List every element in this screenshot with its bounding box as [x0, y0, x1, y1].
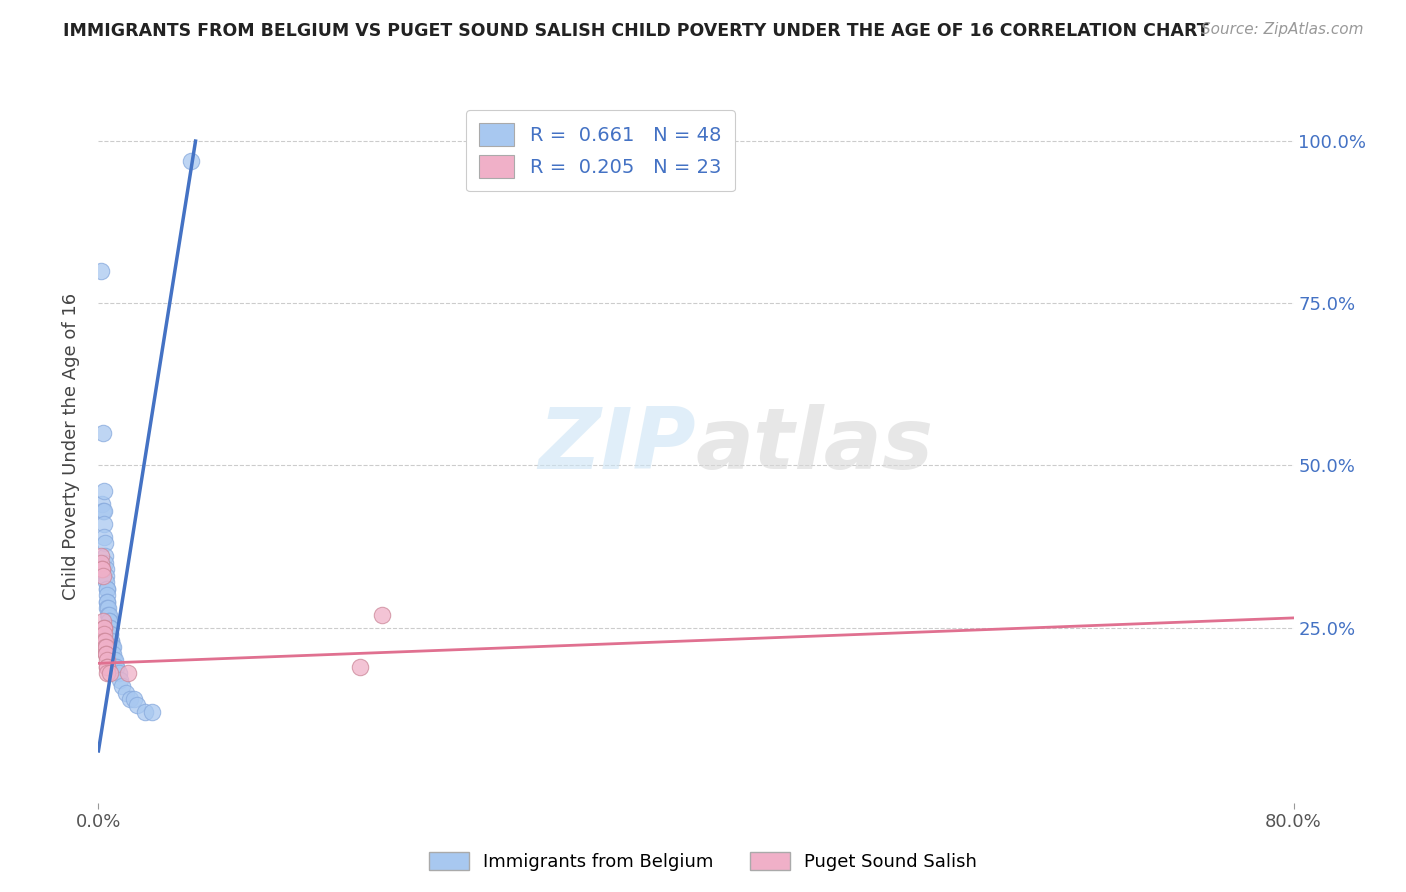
Point [93, 621, 115, 635]
Point [97, 601, 120, 615]
Point [91, 562, 114, 576]
Point [111, 679, 134, 693]
Point [94, 562, 117, 576]
Point [101, 640, 124, 654]
Point [96, 659, 118, 673]
Point [96, 601, 118, 615]
Point [94, 556, 117, 570]
Legend: Immigrants from Belgium, Puget Sound Salish: Immigrants from Belgium, Puget Sound Sal… [422, 845, 984, 879]
Point [90, 264, 112, 278]
Point [98, 627, 121, 641]
Point [141, 705, 163, 719]
Point [96, 666, 118, 681]
Point [122, 692, 145, 706]
Point [105, 659, 128, 673]
Point [93, 484, 115, 499]
Point [349, 659, 371, 673]
Point [94, 568, 117, 582]
Y-axis label: Child Poverty Under the Age of 16: Child Poverty Under the Age of 16 [62, 293, 80, 599]
Text: atlas: atlas [696, 404, 934, 488]
Point [94, 640, 117, 654]
Point [91, 614, 114, 628]
Text: IMMIGRANTS FROM BELGIUM VS PUGET SOUND SALISH CHILD POVERTY UNDER THE AGE OF 16 : IMMIGRANTS FROM BELGIUM VS PUGET SOUND S… [63, 22, 1209, 40]
Point [91, 562, 114, 576]
Point [103, 647, 125, 661]
Point [97, 614, 120, 628]
Point [371, 607, 394, 622]
Point [94, 647, 117, 661]
Point [104, 659, 127, 673]
Point [96, 595, 118, 609]
Legend: R =  0.661   N = 48, R =  0.205   N = 23: R = 0.661 N = 48, R = 0.205 N = 23 [465, 110, 735, 192]
Point [96, 582, 118, 596]
Point [97, 614, 120, 628]
Point [98, 621, 121, 635]
Point [93, 530, 115, 544]
Point [93, 633, 115, 648]
Text: ZIP: ZIP [538, 404, 696, 488]
Point [93, 627, 115, 641]
Point [134, 705, 156, 719]
Point [96, 659, 118, 673]
Point [98, 627, 122, 641]
Point [94, 575, 117, 590]
Point [93, 516, 115, 531]
Point [127, 698, 149, 713]
Point [101, 640, 124, 654]
Point [103, 653, 125, 667]
Point [100, 633, 122, 648]
Point [118, 692, 141, 706]
Point [104, 653, 127, 667]
Point [96, 582, 118, 596]
Point [180, 153, 202, 168]
Point [91, 497, 114, 511]
Point [96, 653, 118, 667]
Point [91, 504, 114, 518]
Point [115, 685, 138, 699]
Point [97, 607, 120, 622]
Point [100, 633, 122, 648]
Point [96, 595, 118, 609]
Point [96, 588, 118, 602]
Point [108, 673, 131, 687]
Point [97, 607, 120, 622]
Point [91, 568, 114, 582]
Point [98, 621, 121, 635]
Point [93, 504, 115, 518]
Point [94, 647, 117, 661]
Point [98, 666, 121, 681]
Text: Source: ZipAtlas.com: Source: ZipAtlas.com [1201, 22, 1364, 37]
Point [107, 666, 129, 681]
Point [94, 549, 117, 564]
Point [94, 536, 117, 550]
Point [93, 621, 115, 635]
Point [91, 425, 114, 440]
Point [117, 666, 139, 681]
Point [94, 640, 117, 654]
Point [90, 556, 112, 570]
Point [90, 549, 112, 564]
Point [94, 633, 117, 648]
